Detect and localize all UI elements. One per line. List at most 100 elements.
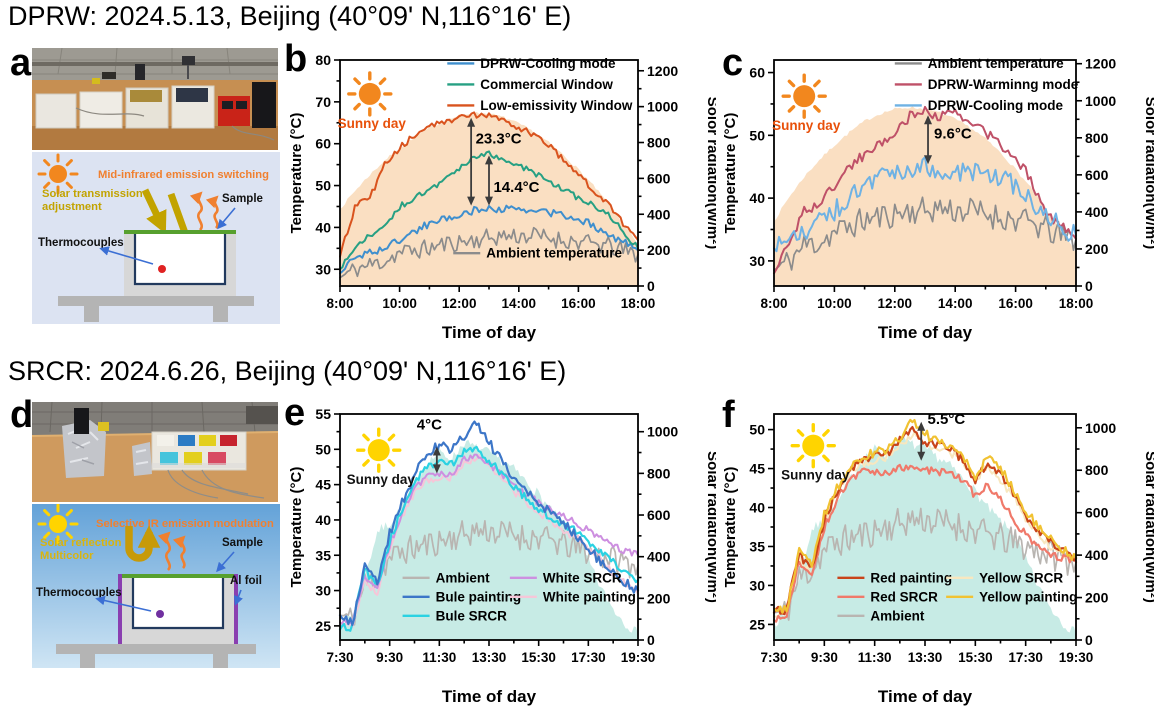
- series-ambient: [773, 507, 1077, 621]
- legend: Ambient Bule painting Bule SRCR: [402, 570, 522, 623]
- legend: Ambient temperature DPRW-Warminng mode DPR…: [894, 56, 1079, 113]
- emission-label: Mid-infrared emission switching: [98, 169, 269, 181]
- panel-letter-d: d: [10, 394, 34, 436]
- svg-text:50: 50: [315, 441, 331, 457]
- series-red-srcr: [772, 463, 1078, 623]
- svg-text:50: 50: [749, 422, 765, 438]
- panel-letter-a: a: [10, 42, 32, 84]
- svg-text:Sunny day: Sunny day: [772, 118, 841, 133]
- svg-text:11:30: 11:30: [858, 650, 892, 665]
- svg-text:5.5°C: 5.5°C: [928, 411, 966, 428]
- svg-text:Yellow painting: Yellow painting: [979, 589, 1077, 604]
- svg-text:13:30: 13:30: [472, 650, 507, 665]
- svg-text:0: 0: [1085, 632, 1093, 648]
- svg-text:Bule painting: Bule painting: [436, 589, 522, 604]
- series-bule-painting: [338, 420, 640, 626]
- svg-text:14.4°C: 14.4°C: [493, 179, 539, 196]
- svg-text:40: 40: [315, 512, 331, 528]
- svg-text:Time of day: Time of day: [878, 687, 973, 706]
- svg-text:DPRW-Cooling mode: DPRW-Cooling mode: [480, 56, 616, 71]
- reflection-label-2: Multicolor: [40, 550, 94, 562]
- svg-text:30: 30: [315, 261, 331, 277]
- sun-icon: [37, 153, 79, 195]
- chart-c: 30 40 50 60 0 200 400 600 800 1000 1200 8:00 10:00 12…: [722, 44, 1158, 351]
- svg-text:Sunny day: Sunny day: [781, 468, 850, 483]
- annotation-5.5: 5.5°C: [917, 411, 965, 461]
- cavity-border: [131, 578, 225, 630]
- sun-icon: Sunny day: [772, 73, 841, 133]
- svg-text:1000: 1000: [647, 424, 678, 440]
- panel-letter-e: e: [284, 392, 306, 434]
- svg-text:Red SRCR: Red SRCR: [870, 589, 938, 604]
- foil-wrapped-devices: [62, 408, 152, 478]
- solar-reflection-arrow: [125, 525, 161, 562]
- svg-text:Ambient: Ambient: [436, 570, 491, 585]
- svg-text:0: 0: [647, 278, 655, 294]
- svg-text:Solar radiation(W/m²): Solar radiation(W/m²): [704, 451, 716, 603]
- svg-text:7:30: 7:30: [760, 650, 787, 665]
- svg-text:200: 200: [1085, 241, 1109, 257]
- series-white-srcr: [339, 453, 639, 625]
- table-stand: [56, 644, 256, 668]
- sun-icon: Sunny day: [781, 422, 850, 483]
- svg-text:Ambient temperature: Ambient temperature: [486, 246, 622, 261]
- svg-text:400: 400: [647, 206, 671, 222]
- svg-text:23.3°C: 23.3°C: [476, 131, 522, 148]
- al-foil-left: [118, 574, 122, 644]
- alfoil-label: Al foil: [230, 575, 262, 587]
- svg-text:8:00: 8:00: [326, 296, 353, 311]
- transmission-label-2: adjustment: [42, 201, 102, 213]
- svg-text:13:30: 13:30: [908, 650, 943, 665]
- svg-text:DPRW-Warminng mode: DPRW-Warminng mode: [928, 77, 1079, 92]
- svg-text:60: 60: [315, 136, 331, 152]
- series-commercial-window: [339, 150, 639, 271]
- svg-text:1200: 1200: [647, 63, 678, 79]
- series-lines: [772, 418, 1078, 623]
- svg-text:18:00: 18:00: [621, 296, 656, 311]
- svg-text:17:30: 17:30: [571, 650, 606, 665]
- svg-text:25: 25: [749, 616, 765, 632]
- chart-svg-e: 25 30 35 40 45 50 55 0 200 400 600 800 1000 7:30 9:30 1…: [288, 406, 721, 706]
- svg-text:70: 70: [315, 94, 331, 110]
- svg-text:9:30: 9:30: [376, 650, 403, 665]
- al-foil-right: [234, 574, 238, 644]
- svg-text:14:00: 14:00: [502, 296, 537, 311]
- svg-text:White SRCR: White SRCR: [543, 570, 622, 585]
- svg-text:35: 35: [315, 547, 331, 563]
- svg-text:Yellow SRCR: Yellow SRCR: [979, 570, 1063, 585]
- svg-text:Solor radiation(W/m²): Solor radiation(W/m²): [1142, 97, 1154, 250]
- schematic-dprw: Mid-infrared emission switching Solar tr…: [32, 152, 280, 324]
- panel-letter-c: c: [722, 42, 744, 84]
- svg-text:80: 80: [315, 52, 331, 68]
- svg-text:1000: 1000: [647, 99, 678, 115]
- thermocouple-dot: [158, 265, 166, 273]
- svg-text:12:00: 12:00: [878, 296, 913, 311]
- svg-text:45: 45: [315, 477, 331, 493]
- svg-text:35: 35: [749, 538, 765, 554]
- svg-text:30: 30: [749, 253, 765, 269]
- series-red-painting: [772, 426, 1078, 616]
- svg-text:Bule SRCR: Bule SRCR: [436, 608, 508, 623]
- srcr-title: SRCR: 2024.6.26, Beijing (40°09' N,116°1…: [8, 356, 567, 386]
- svg-text:Temperature (°C): Temperature (°C): [288, 467, 305, 588]
- series-dprw-cooling-mode: [339, 204, 639, 275]
- legend: Red painting Red SRCR Ambient: [837, 570, 952, 623]
- svg-text:800: 800: [1085, 462, 1109, 478]
- svg-text:1000: 1000: [1085, 93, 1116, 109]
- svg-text:4°C: 4°C: [417, 417, 442, 434]
- svg-text:600: 600: [647, 170, 671, 186]
- svg-text:200: 200: [647, 242, 671, 258]
- svg-text:19:30: 19:30: [1059, 650, 1094, 665]
- photo-outdoor-setup-dprw: [32, 48, 278, 150]
- sample-label: Sample: [222, 193, 263, 205]
- svg-text:1000: 1000: [1085, 420, 1116, 436]
- svg-text:Solar radiation(W/m²): Solar radiation(W/m²): [1142, 451, 1154, 603]
- svg-text:30: 30: [315, 583, 331, 599]
- series-ambient: [339, 520, 639, 626]
- sun-icon: [37, 504, 79, 545]
- dprw-title: DPRW: 2024.5.13, Beijing (40°09' N,116°1…: [8, 1, 572, 31]
- legend: Yellow SRCR Yellow painting: [946, 570, 1077, 604]
- chart-svg-f: 25 30 35 40 45 50 0 200 400 600 800 1000 7:30 9:30 11:…: [722, 411, 1158, 706]
